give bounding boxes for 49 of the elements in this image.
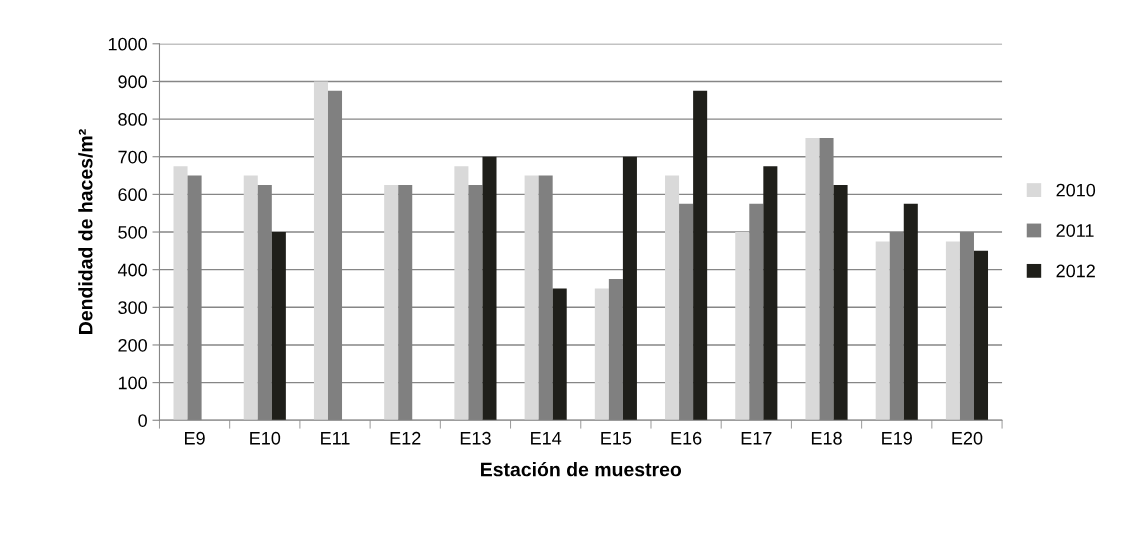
- bar: [524, 175, 539, 421]
- x-tick-label: E12: [390, 431, 421, 445]
- bar: [384, 184, 399, 421]
- bar: [243, 175, 258, 421]
- bar: [454, 166, 469, 421]
- bar: [482, 156, 497, 421]
- y-tick-label: 800: [118, 113, 147, 126]
- x-tick-label: E13: [460, 431, 491, 445]
- bar: [552, 288, 567, 421]
- y-tick-label: 200: [118, 338, 147, 352]
- y-tick-label: 0: [138, 414, 147, 427]
- x-tick-label: E15: [601, 432, 632, 445]
- y-tick-label: 1000: [108, 37, 147, 51]
- bar: [271, 232, 286, 421]
- x-tick-label: E14: [531, 432, 562, 445]
- y-axis-title: Dendidad de haces/m²: [78, 129, 93, 334]
- x-tick-label: E19: [882, 431, 912, 445]
- bar: [973, 250, 989, 421]
- x-tick-label: E9: [185, 431, 205, 445]
- legend-label: 2010: [1056, 183, 1096, 197]
- y-tick-label: 500: [118, 225, 147, 239]
- y-tick-label: 100: [118, 376, 147, 390]
- legend-label: 2011: [1056, 224, 1094, 237]
- x-tick-label: E17: [741, 432, 772, 445]
- x-tick-label: E20: [952, 431, 983, 445]
- x-tick-label: E18: [811, 431, 842, 445]
- legend-label: 2012: [1056, 264, 1095, 278]
- y-tick-label: 600: [118, 188, 147, 202]
- y-tick-label: 900: [118, 75, 147, 89]
- bar: [735, 232, 750, 421]
- x-tick-label: E16: [671, 431, 702, 445]
- bar: [763, 166, 778, 421]
- bar: [805, 137, 820, 421]
- bar: [173, 166, 188, 421]
- bar: [693, 90, 708, 421]
- bar: [903, 203, 918, 421]
- x-tick-label: E11: [321, 432, 350, 445]
- y-tick-label: 700: [118, 150, 147, 164]
- bar: [875, 241, 890, 421]
- bar: [622, 156, 637, 421]
- x-axis-title: Estación de muestreo: [481, 461, 682, 477]
- bar: [833, 184, 848, 421]
- y-tick-label: 400: [117, 263, 147, 277]
- y-tick-label: 300: [118, 301, 147, 315]
- bar: [313, 81, 328, 421]
- bar: [594, 288, 609, 421]
- x-tick-label: E10: [250, 431, 281, 445]
- bar: [945, 241, 960, 421]
- bar: [665, 175, 680, 421]
